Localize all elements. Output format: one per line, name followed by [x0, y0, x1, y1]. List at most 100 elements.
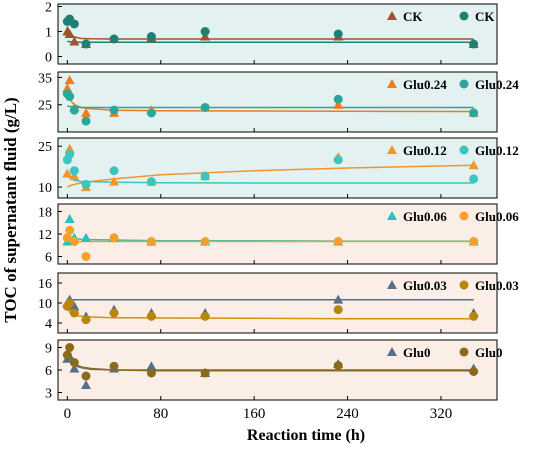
circle-point: [69, 308, 79, 318]
y-tick-label: 1: [45, 26, 52, 41]
legend-triangle-marker: [387, 11, 397, 20]
circle-point: [69, 166, 79, 176]
x-tick-label: 320: [430, 406, 453, 422]
circle-point: [333, 237, 343, 246]
circle-point: [109, 308, 119, 318]
legend-triangle-marker: [387, 145, 397, 154]
circle-point: [333, 94, 343, 104]
legend-circle-marker: [459, 347, 469, 357]
fit-line-1: [66, 82, 474, 113]
legend-circle-marker: [459, 280, 469, 290]
legend-label: Glu0.12: [403, 143, 447, 158]
legend-circle-marker: [459, 145, 469, 155]
y-tick-label: 2: [45, 1, 52, 16]
circle-point: [69, 237, 79, 246]
y-tick-label: 35: [38, 71, 52, 86]
circle-point: [69, 105, 79, 115]
triangle-point: [81, 232, 92, 242]
circle-point: [65, 149, 75, 159]
circle-point: [146, 368, 156, 378]
legend-triangle-marker: [387, 79, 397, 88]
legend-label: CK: [475, 9, 495, 24]
circle-point: [65, 225, 75, 235]
legend-triangle-marker: [387, 347, 397, 356]
triangle-point: [69, 36, 80, 46]
triangle-point: [62, 168, 73, 178]
x-axis: 0 80 160 240 320: [64, 406, 453, 422]
circle-point: [200, 311, 210, 321]
triangle-point: [333, 294, 344, 304]
circle-point: [81, 179, 91, 189]
circle-point: [109, 166, 119, 176]
circle-point: [109, 361, 119, 371]
circle-point: [200, 368, 210, 378]
triangle-point: [69, 363, 80, 373]
circle-point: [146, 237, 156, 246]
circle-point: [200, 171, 210, 181]
circle-point: [146, 108, 156, 118]
circle-point: [81, 116, 91, 126]
y-tick-label: 12: [38, 228, 52, 243]
circle-point: [146, 177, 156, 187]
circle-point: [62, 350, 72, 360]
legend-circle-marker: [459, 79, 469, 89]
circle-point: [333, 305, 343, 315]
y-tick-label: 16: [38, 277, 52, 292]
circle-point: [146, 311, 156, 321]
legend-label: Glu0.03: [403, 278, 447, 293]
triangle-point: [468, 160, 479, 170]
panel-Glu0: 3 6 9 Glu0 Glu0: [45, 339, 502, 402]
triangle-point: [69, 171, 80, 181]
circle-point: [469, 367, 479, 376]
legend-label: Glu0: [475, 345, 502, 360]
triangle-point: [64, 214, 75, 223]
circle-point: [333, 155, 343, 165]
legend-circle-marker: [459, 11, 469, 21]
circle-point: [146, 32, 156, 41]
panel-Glu0.12: 10 25 Glu0.12 Glu0.12: [38, 137, 519, 199]
legend-label: Glu0.06: [403, 209, 447, 224]
x-tick-label: 80: [153, 406, 168, 422]
triangle-point: [69, 301, 80, 311]
y-tick-label: 3: [45, 387, 52, 402]
circle-point: [65, 343, 75, 352]
y-tick-label: 10: [38, 181, 52, 196]
legend-label: Glu0.24: [403, 77, 447, 92]
legend-label: Glu0.12: [475, 143, 519, 158]
circle-point: [81, 39, 91, 49]
triangle-point: [81, 107, 92, 117]
legend-label: CK: [403, 9, 423, 24]
triangle-point: [109, 176, 120, 186]
legend-circle-marker: [459, 211, 469, 221]
panel-Glu0.24: 25 35 Glu0.24 Glu0.24: [38, 71, 519, 133]
circle-point: [200, 27, 210, 36]
circle-point: [81, 371, 91, 381]
legend-label: Glu0.03: [475, 278, 519, 293]
triangle-point: [333, 99, 344, 109]
circle-point: [109, 34, 119, 44]
triangle-point: [81, 380, 92, 389]
circle-point: [109, 105, 119, 115]
circle-point: [200, 102, 210, 112]
circle-point: [65, 298, 75, 308]
y-tick-label: 18: [38, 206, 52, 221]
x-tick-label: 240: [336, 406, 359, 422]
triangle-point: [64, 75, 75, 85]
y-tick-label: 10: [38, 297, 52, 312]
legend-label: Glu0.06: [475, 209, 519, 224]
circle-point: [333, 361, 343, 370]
panel-background: [57, 272, 498, 334]
panel-background: [57, 203, 498, 265]
x-tick-label: 160: [243, 406, 266, 422]
triangle-point: [146, 361, 157, 371]
legend-label: Glu0: [403, 345, 430, 360]
y-tick-label: 25: [38, 99, 52, 114]
circle-point: [200, 237, 210, 246]
legend-triangle-marker: [387, 211, 397, 220]
x-tick-label: 0: [64, 406, 72, 422]
y-tick-label: 9: [45, 342, 52, 357]
circle-point: [69, 358, 79, 367]
y-tick-label: 6: [45, 251, 52, 266]
